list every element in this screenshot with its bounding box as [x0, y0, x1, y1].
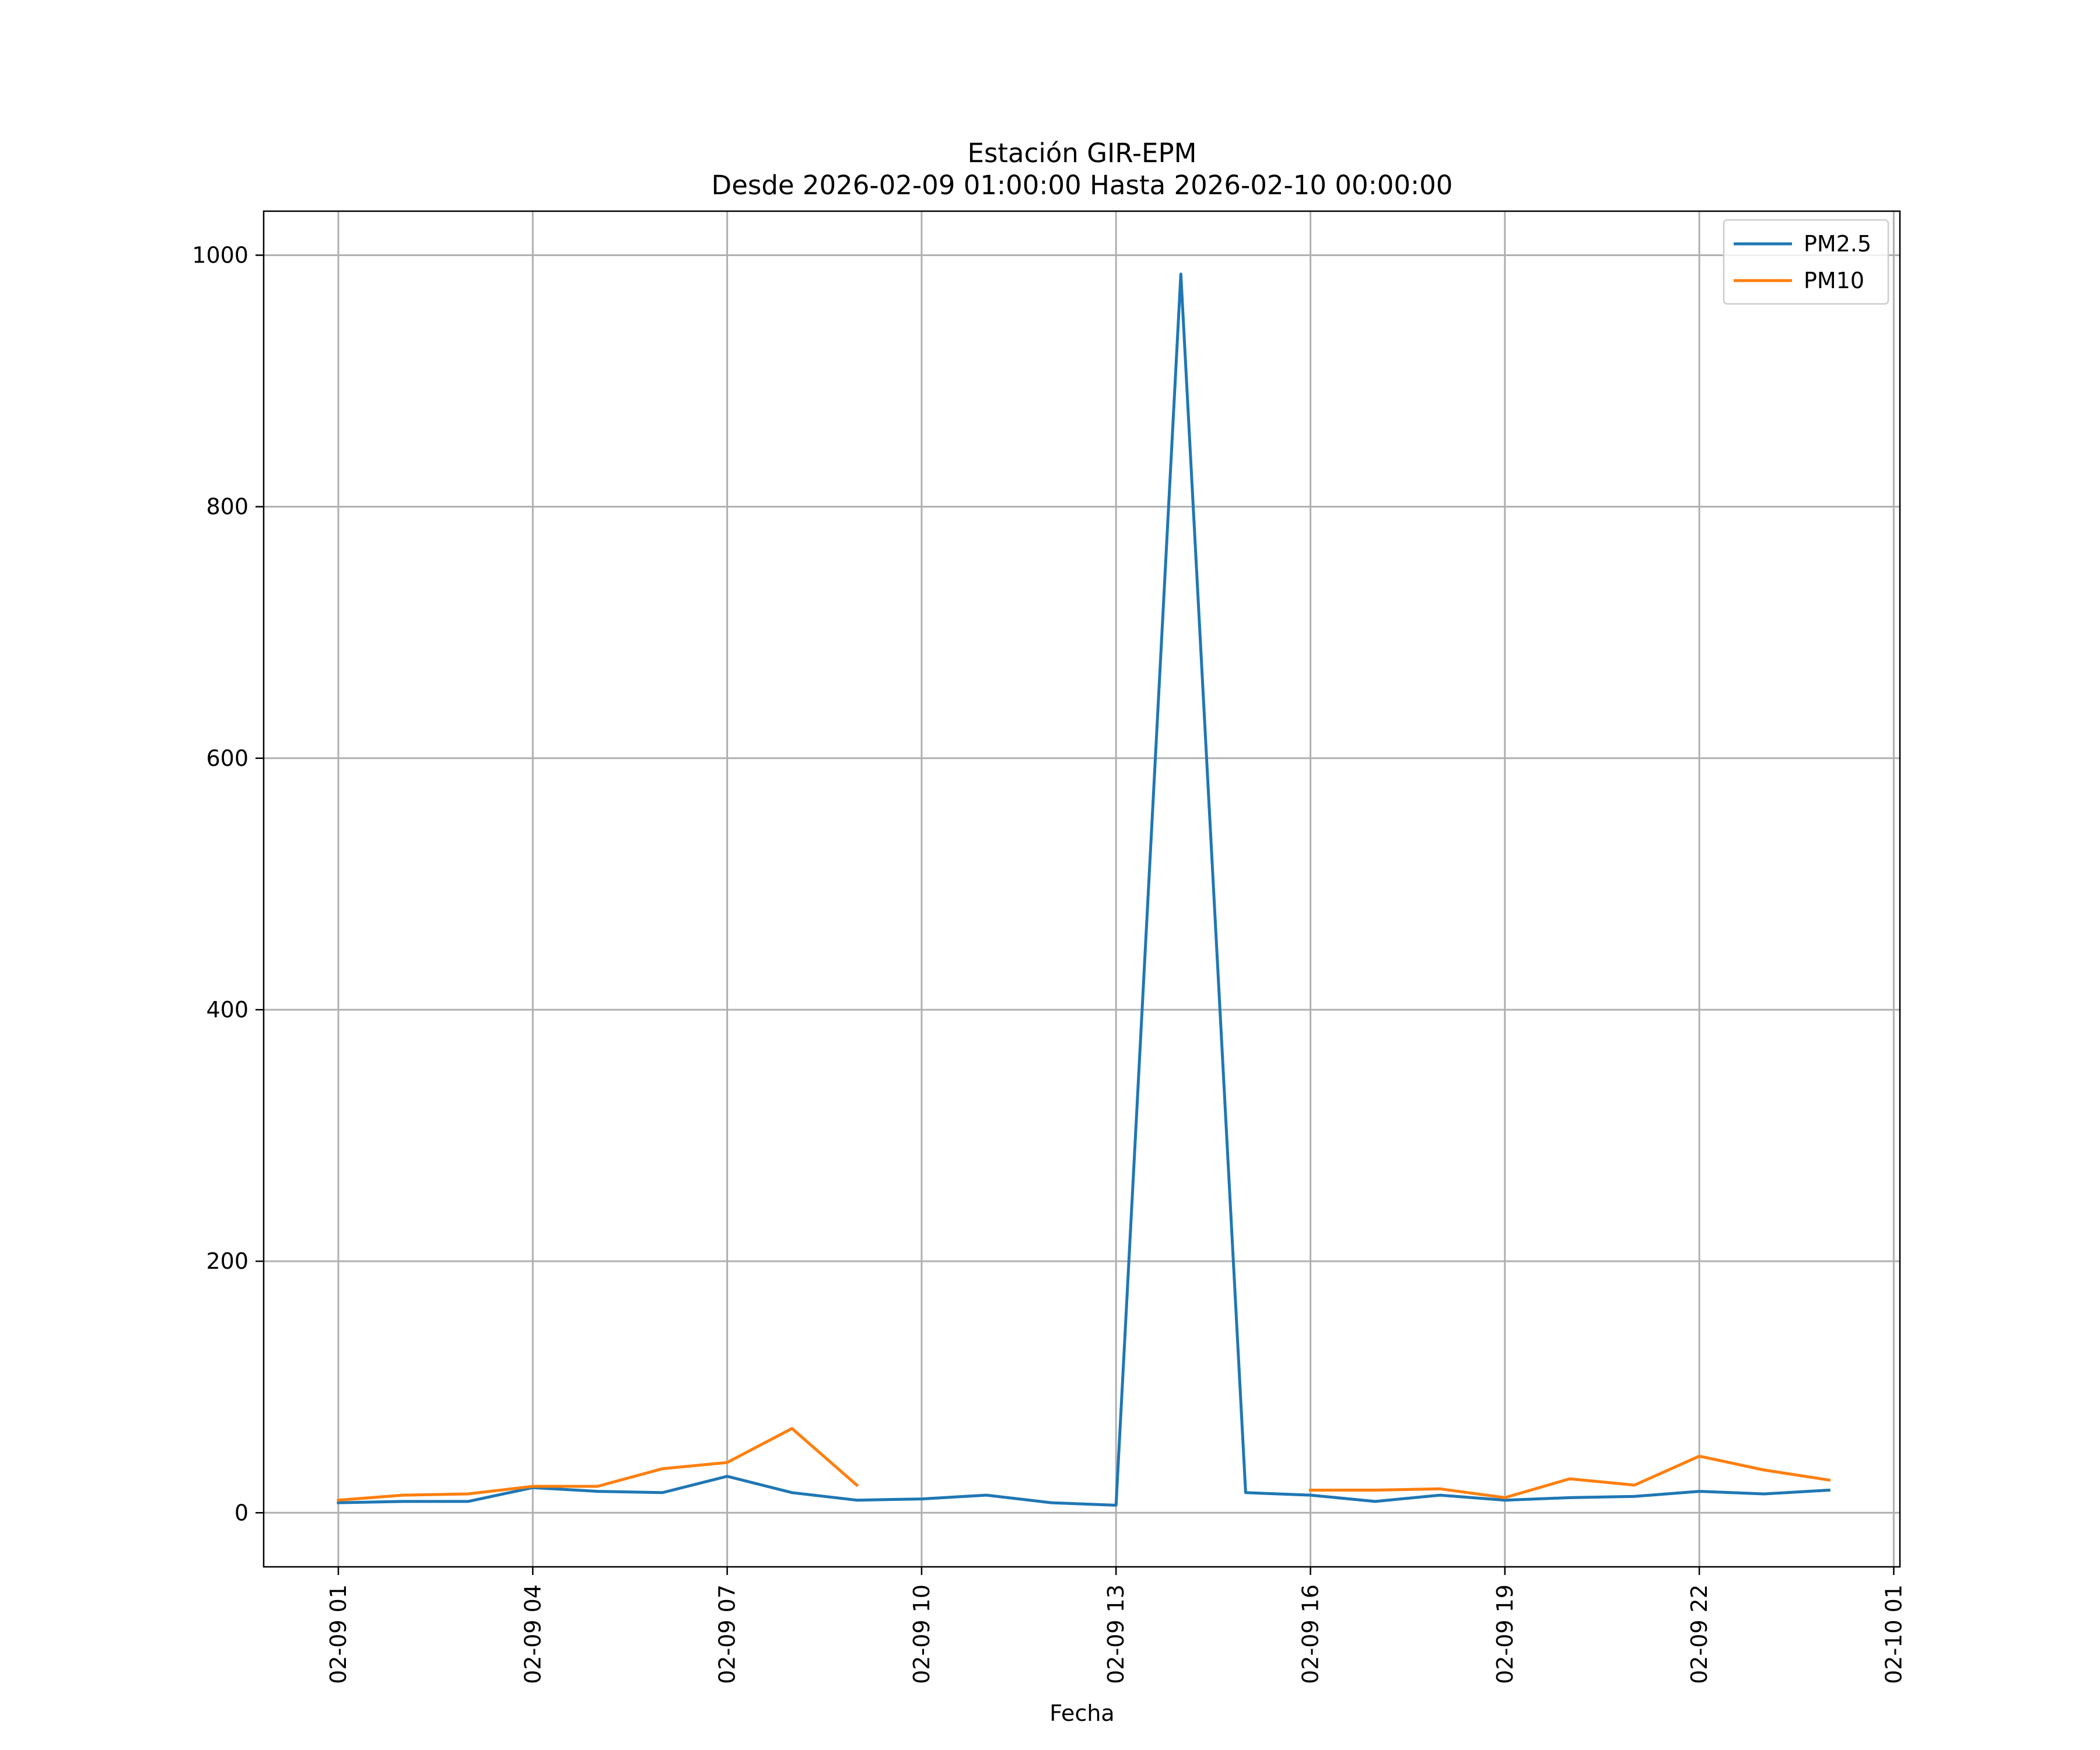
legend-label-pm25: PM2.5: [1804, 231, 1871, 257]
plot-frame: [262, 210, 1901, 1568]
axis-ticks: 02-09 01 02-09 04 02-09 07 02-09 10 02-09 13…: [192, 242, 1906, 1684]
x-tick-label: 02-09 16: [1298, 1584, 1324, 1684]
chart-subtitle: Desde 2026-02-09 01:00:00 Hasta 2026-02-…: [712, 170, 1453, 201]
x-tick-label: 02-09 01: [326, 1584, 351, 1684]
series-line-pm10: [337, 1427, 1831, 1502]
x-axis-label: Fecha: [1049, 1700, 1114, 1726]
y-tick-label: 1000: [192, 242, 249, 268]
x-tick-label: 02-10 01: [1881, 1584, 1906, 1684]
legend-label-pm10: PM10: [1804, 268, 1864, 293]
y-tick-label: 0: [235, 1500, 249, 1525]
x-tick-label: 02-09 07: [715, 1584, 740, 1684]
series-line-pm25: [337, 272, 1831, 1507]
x-tick-label: 02-09 13: [1103, 1584, 1129, 1684]
y-tick-label: 800: [206, 494, 249, 520]
plot-lines: [337, 272, 1831, 1507]
x-tick-label: 02-09 10: [909, 1584, 935, 1684]
chart-title: Estación GIR-EPM: [968, 138, 1197, 169]
y-tick-label: 200: [206, 1248, 249, 1274]
x-tick-label: 02-09 04: [520, 1584, 545, 1684]
legend: PM2.5 PM10: [1723, 219, 1889, 305]
legend-box: [1723, 219, 1889, 305]
x-tick-label: 02-09 19: [1492, 1584, 1518, 1684]
y-tick-label: 600: [206, 746, 249, 771]
grid: [264, 211, 1900, 1567]
x-tick-label: 02-09 22: [1686, 1584, 1712, 1684]
y-tick-label: 400: [206, 997, 249, 1023]
